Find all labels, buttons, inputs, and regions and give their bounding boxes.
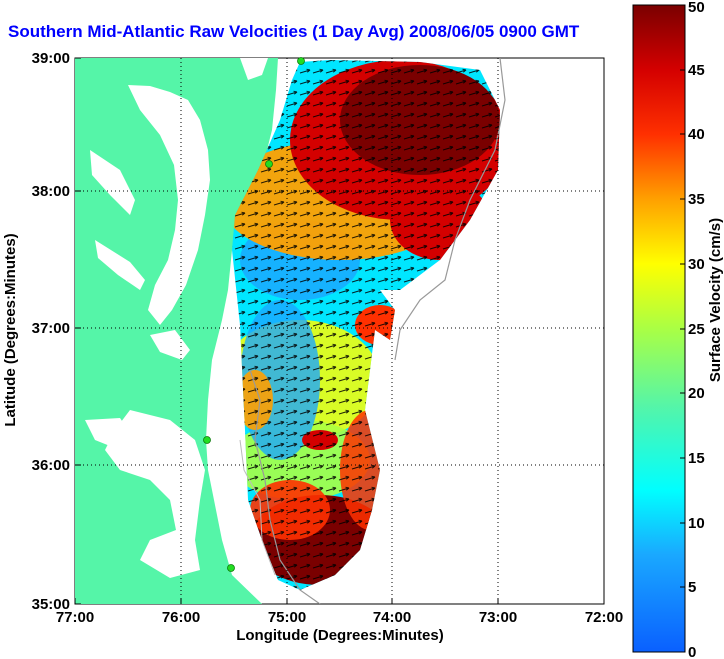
colorbar-tick-label: 35 (688, 191, 705, 208)
x-tick-label: 74:00 (373, 609, 411, 626)
x-tick-label: 77:00 (56, 609, 94, 626)
x-tick-label: 75:00 (268, 609, 306, 626)
colorbar-tick-label: 30 (688, 256, 705, 273)
station-marker (265, 160, 273, 168)
colorbar-label: Surface Velocity (cm/s) (707, 218, 724, 382)
colorbar-tick-label: 5 (688, 579, 696, 596)
station-marker (227, 564, 235, 572)
y-tick-label: 39:00 (32, 50, 70, 67)
y-tick-label: 35:00 (32, 596, 70, 613)
colorbar-tick-label: 45 (688, 62, 705, 79)
chesapeake-bay (128, 85, 210, 325)
map-title: Southern Mid-Atlantic Raw Velocities (1 … (8, 22, 580, 41)
colorbar-tick-label: 50 (688, 0, 705, 16)
colorbar-tick-label: 40 (688, 126, 705, 143)
x-tick-label: 73:00 (479, 609, 517, 626)
x-axis-title: Longitude (Degrees:Minutes) (236, 627, 444, 644)
colorbar-tick-label: 15 (688, 450, 705, 467)
station-marker (297, 57, 305, 65)
x-tick-label: 72:00 (585, 609, 623, 626)
station-markers (203, 57, 305, 572)
colorbar-tick-label: 0 (688, 644, 696, 659)
colorbar-tick-label: 20 (688, 385, 705, 402)
y-tick-label: 38:00 (32, 183, 70, 200)
station-marker (203, 436, 211, 444)
colorbar (632, 4, 686, 653)
y-tick-label: 36:00 (32, 457, 70, 474)
colorbar-tick-label: 10 (688, 515, 705, 532)
grid-lines (75, 58, 604, 604)
pamlico-sound (105, 410, 205, 578)
y-tick-label: 37:00 (32, 320, 70, 337)
y-axis-title: Latitude (Degrees:Minutes) (2, 233, 19, 426)
colorbar-tick-label: 25 (688, 321, 705, 338)
x-tick-label: 76:00 (162, 609, 200, 626)
colorbar-ticks: 0 5 10 15 20 25 30 35 40 45 50 (688, 0, 705, 659)
